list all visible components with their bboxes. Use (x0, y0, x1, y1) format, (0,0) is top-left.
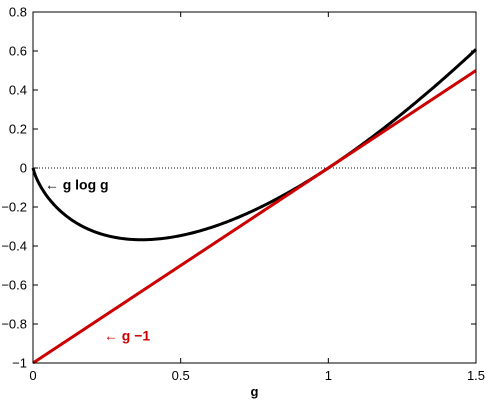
x-tick-label: 0.5 (172, 368, 190, 383)
y-tick-label: −0.4 (1, 239, 27, 254)
y-tick-label: −0.2 (1, 200, 27, 215)
y-tick-label: 0 (20, 161, 27, 176)
x-tick-label: 0 (29, 368, 36, 383)
y-tick-label: 0.2 (9, 122, 27, 137)
annotation-label: ← g log g (45, 176, 109, 192)
annotation-label: ← g −1 (104, 328, 151, 344)
plot-area (33, 12, 476, 363)
x-axis-label: g (251, 384, 259, 399)
series-g-minus-1 (32, 69, 477, 365)
y-tick-label: −1 (12, 356, 27, 371)
x-tick-label: 1 (325, 368, 332, 383)
series-g-log-g (31, 48, 478, 242)
y-tick-label: 0.4 (9, 83, 27, 98)
y-tick-label: 0.8 (9, 5, 27, 20)
x-tick-label: 1.5 (467, 368, 485, 383)
y-tick-label: 0.6 (9, 44, 27, 59)
axes-box (32, 11, 477, 364)
y-tick-label: −0.8 (1, 317, 27, 332)
y-tick-label: −0.6 (1, 278, 27, 293)
